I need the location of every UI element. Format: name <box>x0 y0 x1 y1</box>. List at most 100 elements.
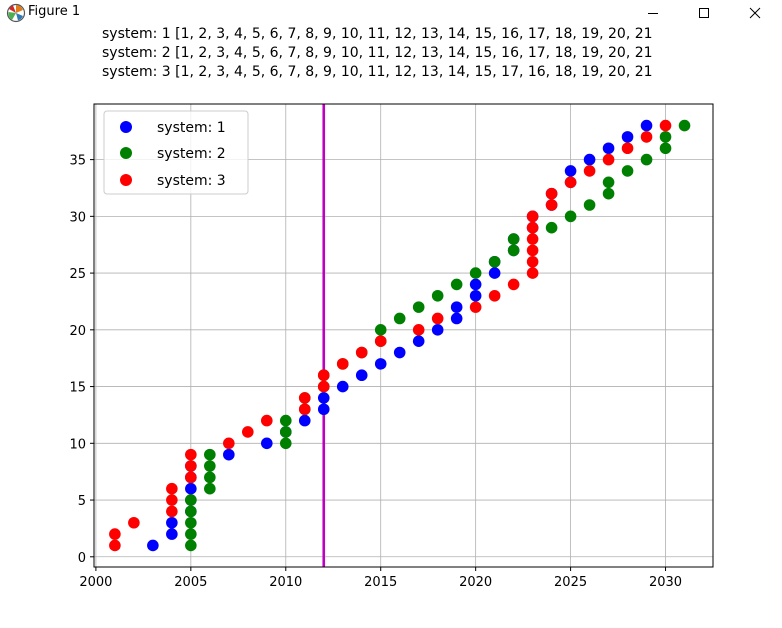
maximize-icon <box>699 8 709 18</box>
data-point-system-2 <box>602 187 615 200</box>
data-point-system-2 <box>583 199 596 211</box>
data-point-system-3 <box>526 210 539 223</box>
data-point-system-1 <box>147 539 159 552</box>
data-point-system-1 <box>488 267 501 279</box>
minimize-icon <box>648 13 658 14</box>
data-point-system-2 <box>602 176 615 189</box>
data-point-system-1 <box>260 437 273 450</box>
x-tick-label: 2010 <box>269 575 302 590</box>
legend-marker-system-3 <box>120 174 132 186</box>
data-point-system-1 <box>564 165 577 177</box>
data-point-system-2 <box>374 324 387 336</box>
data-point-system-2 <box>185 494 197 506</box>
data-point-system-3 <box>260 414 273 427</box>
data-point-system-1 <box>166 528 178 540</box>
data-point-system-1 <box>469 289 482 302</box>
chart-title-line-1: system: 1 [1, 2, 3, 4, 5, 6, 7, 8, 9, 10… <box>102 26 653 42</box>
data-point-system-3 <box>583 165 596 177</box>
window-title: Figure 1 <box>28 4 81 19</box>
data-point-system-3 <box>317 369 330 382</box>
data-point-system-2 <box>185 528 197 540</box>
data-point-system-3 <box>640 131 653 143</box>
data-point-system-1 <box>621 131 634 143</box>
x-tick-label: 2015 <box>364 575 397 590</box>
data-point-system-3 <box>355 346 368 359</box>
data-point-system-3 <box>109 539 121 552</box>
title-bar[interactable]: Figure 1 <box>0 0 782 26</box>
y-tick-label: 25 <box>69 267 86 282</box>
data-point-system-1 <box>412 335 425 347</box>
data-point-system-3 <box>185 471 197 484</box>
x-tick-label: 2030 <box>649 575 682 590</box>
data-point-system-2 <box>185 539 197 552</box>
data-point-system-1 <box>602 142 615 155</box>
minimize-button[interactable] <box>630 0 676 26</box>
data-point-system-3 <box>223 437 235 450</box>
data-point-system-3 <box>298 392 311 404</box>
y-tick-label: 30 <box>69 210 86 225</box>
data-point-system-2 <box>393 312 406 325</box>
data-point-system-3 <box>128 516 140 529</box>
plot-frame <box>93 103 714 568</box>
matplotlib-icon <box>6 3 26 23</box>
data-point-system-3 <box>526 255 539 268</box>
data-point-system-3 <box>185 460 197 472</box>
data-point-system-3 <box>109 528 121 540</box>
data-point-system-3 <box>374 335 387 347</box>
data-point-system-2 <box>279 414 292 427</box>
x-tick-label: 2005 <box>174 575 207 590</box>
legend-label-system-1: system: 1 <box>157 120 226 136</box>
data-point-system-1 <box>393 346 406 359</box>
data-point-system-1 <box>450 312 463 325</box>
legend-label-system-3: system: 3 <box>157 173 226 189</box>
data-point-system-1 <box>185 482 197 495</box>
data-point-system-1 <box>298 414 311 427</box>
data-point-system-2 <box>507 233 520 245</box>
data-point-system-3 <box>659 119 672 132</box>
data-point-system-1 <box>469 278 482 291</box>
data-point-system-3 <box>526 244 539 257</box>
data-point-system-2 <box>431 289 444 302</box>
close-button[interactable] <box>732 0 778 26</box>
data-point-system-1 <box>640 119 653 132</box>
maximize-button[interactable] <box>681 0 727 26</box>
data-point-system-2 <box>545 221 558 234</box>
data-point-system-2 <box>185 516 197 529</box>
figure-canvas: system: 1 [1, 2, 3, 4, 5, 6, 7, 8, 9, 10… <box>0 26 782 628</box>
data-point-system-3 <box>526 267 539 279</box>
legend: system: 1 system: 2 system: 3 <box>103 110 249 195</box>
data-point-system-2 <box>678 119 691 132</box>
data-point-system-3 <box>336 358 349 370</box>
data-point-system-3 <box>431 312 444 325</box>
data-point-system-1 <box>431 324 444 336</box>
data-point-system-1 <box>317 392 330 404</box>
data-point-system-3 <box>412 324 425 336</box>
y-tick-label: 15 <box>69 381 86 396</box>
data-point-system-2 <box>412 301 425 313</box>
x-tick-label: 2020 <box>459 575 492 590</box>
data-point-system-1 <box>223 448 235 461</box>
data-point-system-2 <box>204 448 216 461</box>
legend-marker-system-1 <box>120 121 132 133</box>
data-point-system-3 <box>166 494 178 506</box>
data-point-system-3 <box>507 278 520 291</box>
data-point-system-3 <box>166 482 178 495</box>
data-point-system-2 <box>621 165 634 177</box>
data-point-system-1 <box>166 516 178 529</box>
legend-marker-system-2 <box>120 147 132 159</box>
y-tick-label: 5 <box>78 494 86 509</box>
close-icon <box>749 7 761 19</box>
data-point-system-2 <box>564 210 577 223</box>
x-tick-label: 2000 <box>79 575 112 590</box>
y-tick-label: 35 <box>69 154 86 169</box>
data-point-system-2 <box>450 278 463 291</box>
scatter-chart: system: 1 [1, 2, 3, 4, 5, 6, 7, 8, 9, 10… <box>69 26 714 590</box>
data-point-system-3 <box>488 289 501 302</box>
y-tick-label: 20 <box>69 324 86 339</box>
data-point-system-3 <box>526 233 539 245</box>
data-point-system-3 <box>317 380 330 393</box>
data-point-system-2 <box>659 131 672 143</box>
data-points <box>109 119 691 552</box>
data-point-system-3 <box>166 505 178 518</box>
